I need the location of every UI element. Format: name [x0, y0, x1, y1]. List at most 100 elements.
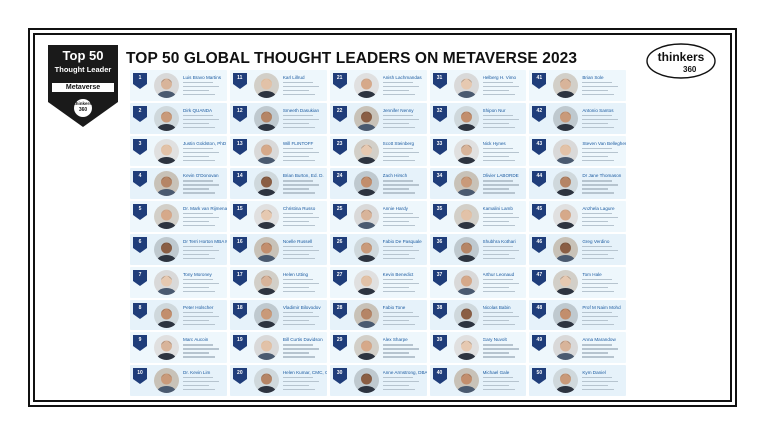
leader-card[interactable]: 47 Tom Hale — [529, 266, 627, 298]
leader-card[interactable]: 46 Greg Verdino — [529, 233, 627, 265]
leader-name[interactable]: Scott Steinberg — [382, 140, 415, 146]
leader-card[interactable]: 22 Jennifer Nenny — [329, 102, 427, 134]
leader-name[interactable]: Dirk QUANDA — [183, 107, 213, 113]
leader-name[interactable]: Olivier LABORDE — [482, 173, 519, 179]
leader-card[interactable]: 38 Nicolas Babin — [429, 299, 527, 331]
leader-card[interactable]: 13 Will FLINTOFF — [229, 135, 327, 167]
leader-card[interactable]: 24 Zach Hirsch — [329, 168, 427, 200]
leader-name[interactable]: Christina Russo — [282, 206, 316, 212]
leader-name[interactable]: Helen Utting — [282, 271, 309, 277]
leader-name[interactable]: Greg Verdino — [582, 238, 610, 244]
leader-name[interactable]: Peter Holscher — [183, 304, 214, 310]
leader-card[interactable]: 20 Helen Kumar, CMC, CA — [229, 365, 327, 396]
leader-card[interactable]: 9 Marc Aucoin — [130, 332, 227, 364]
leader-name[interactable]: Anna Marandow — [582, 337, 616, 343]
leader-name[interactable]: Arthur Leonaud — [482, 271, 515, 277]
leader-card[interactable]: 34 Olivier LABORDE — [429, 168, 527, 200]
leader-card[interactable]: 35 Kamalini Lamb — [429, 201, 527, 232]
leader-name[interactable]: Tom Hale — [582, 271, 602, 277]
leader-card[interactable]: 25 Annie Hardy — [329, 201, 427, 232]
leader-name[interactable]: Kym Daniel — [582, 370, 606, 376]
leader-name[interactable]: Luis Bravo Martins — [183, 75, 222, 80]
leader-name[interactable]: Shipon Nur — [482, 107, 506, 113]
leader-card[interactable]: 23 Scott Steinberg — [329, 135, 427, 167]
leader-name[interactable]: Helberg H. Vimo — [482, 75, 517, 80]
leader-card[interactable]: 42 Antonio Santos — [529, 102, 627, 134]
leader-name[interactable]: Helen Kumar, CMC, CA — [282, 370, 327, 376]
leader-name[interactable]: Karl Lillrud — [282, 75, 305, 80]
leader-card[interactable]: 30 Anne Armstrong, DBA — [329, 365, 427, 396]
leader-card[interactable]: 11 Karl Lillrud — [229, 70, 327, 101]
leader-name[interactable]: Prof M Naim Mohd — [582, 304, 621, 310]
leader-name[interactable]: Gary Nuvolt — [482, 337, 507, 343]
leader-name[interactable]: Dr. Kevin Lim — [183, 370, 211, 376]
leader-card[interactable]: 36 Shubhra Kothari — [429, 233, 527, 265]
leader-card[interactable]: 39 Gary Nuvolt — [429, 332, 527, 364]
leader-card[interactable]: 27 Kevin Benedict — [329, 266, 427, 298]
leader-card[interactable]: 2 Dirk QUANDA — [130, 102, 227, 134]
leader-name[interactable]: Fabio Tone — [382, 304, 406, 310]
leader-name[interactable]: Antonio Santos — [582, 107, 614, 113]
leader-card[interactable]: 1 Luis Bravo Martins — [130, 70, 227, 101]
leader-name[interactable]: Annie Hardy — [382, 206, 408, 212]
leader-name[interactable]: Will FLINTOFF — [282, 140, 314, 146]
leader-name[interactable]: Anish Lachmandas — [382, 75, 422, 80]
leader-name[interactable]: Noelle Russell — [282, 238, 313, 244]
leader-card[interactable]: 48 Prof M Naim Mohd — [529, 299, 627, 331]
leader-card[interactable]: 33 Nick Hynes — [429, 135, 527, 167]
leader-name[interactable]: Steven Van Belleghem — [582, 140, 627, 146]
leader-card[interactable]: 28 Fabio Tone — [329, 299, 427, 331]
leader-card[interactable]: 14 Brian Burton, Ed. D. — [229, 168, 327, 200]
leader-name[interactable]: Jennifer Nenny — [382, 107, 414, 113]
leader-name[interactable]: Dr Terri Horton MBA MA — [183, 238, 227, 244]
leader-name[interactable]: Nick Hynes — [482, 140, 506, 146]
leader-name[interactable]: Tony Moroney — [183, 271, 212, 277]
leader-name[interactable]: Brian Sole — [582, 75, 604, 80]
leader-name[interactable]: Anne Armstrong, DBA — [382, 370, 427, 376]
leader-card[interactable]: 7 Tony Moroney — [130, 266, 227, 298]
leader-name[interactable]: Kamalini Lamb — [482, 206, 513, 212]
leader-name[interactable]: Michael Gale — [482, 370, 510, 376]
leader-card[interactable]: 6 Dr Terri Horton MBA MA — [130, 233, 227, 265]
leader-card[interactable]: 31 Helberg H. Vimo — [429, 70, 527, 101]
leader-card[interactable]: 16 Noelle Russell — [229, 233, 327, 265]
leader-name[interactable]: Alex Sharpe — [382, 337, 408, 343]
leader-card[interactable]: 43 Steven Van Belleghem — [529, 135, 627, 167]
leader-card[interactable]: 15 Christina Russo — [229, 201, 327, 232]
leader-name[interactable]: Bill Curtis Davidson — [282, 337, 323, 343]
leader-card[interactable]: 29 Alex Sharpe — [329, 332, 427, 364]
leader-card[interactable]: 41 Brian Sole — [529, 70, 627, 101]
leader-card[interactable]: 44 Dr Jane Thomason — [529, 168, 627, 200]
leader-card[interactable]: 3 Justin Goldston, PhD — [130, 135, 227, 167]
leader-name[interactable]: Justin Goldston, PhD — [183, 140, 227, 146]
leader-name[interactable]: Kevin Benedict — [382, 271, 414, 277]
leader-card[interactable]: 5 Dr. Mark van Rijmenam — [130, 201, 227, 232]
leader-card[interactable]: 17 Helen Utting — [229, 266, 327, 298]
leader-card[interactable]: 18 Vladimir Bilovodov — [229, 299, 327, 331]
leader-name[interactable]: Dr. Mark van Rijmenam — [183, 206, 227, 212]
leader-card[interactable]: 8 Peter Holscher — [130, 299, 227, 331]
leader-card[interactable]: 37 Arthur Leonaud — [429, 266, 527, 298]
leader-name[interactable]: Brian Burton, Ed. D. — [282, 173, 324, 179]
leader-card[interactable]: 32 Shipon Nur — [429, 102, 527, 134]
leader-card[interactable]: 49 Anna Marandow — [529, 332, 627, 364]
leader-card[interactable]: 45 Anzhela Lagure — [529, 201, 627, 232]
leader-card[interactable]: 4 Kevin O'Donovan — [130, 168, 227, 200]
leader-card[interactable]: 19 Bill Curtis Davidson — [229, 332, 327, 364]
leader-card[interactable]: 21 Anish Lachmandas — [329, 70, 427, 101]
leader-name[interactable]: Zach Hirsch — [382, 173, 408, 179]
leader-name[interactable]: Kevin O'Donovan — [183, 173, 219, 179]
leader-name[interactable]: Anzhela Lagure — [582, 206, 615, 212]
leader-name[interactable]: Shubhra Kothari — [482, 238, 516, 244]
leader-name[interactable]: Dr Jane Thomason — [582, 173, 622, 179]
leader-card[interactable]: 26 Fabio De Pasquale — [329, 233, 427, 265]
leader-name[interactable]: Smeeth Dasukian — [282, 107, 320, 113]
leader-card[interactable]: 10 Dr. Kevin Lim — [130, 365, 227, 396]
leader-name[interactable]: Fabio De Pasquale — [382, 238, 422, 244]
leader-name[interactable]: Nicolas Babin — [482, 304, 511, 310]
leader-card[interactable]: 50 Kym Daniel — [529, 365, 627, 396]
leader-card[interactable]: 12 Smeeth Dasukian — [229, 102, 327, 134]
leader-card[interactable]: 40 Michael Gale — [429, 365, 527, 396]
leader-name[interactable]: Marc Aucoin — [183, 337, 209, 343]
leader-name[interactable]: Vladimir Bilovodov — [282, 304, 321, 310]
